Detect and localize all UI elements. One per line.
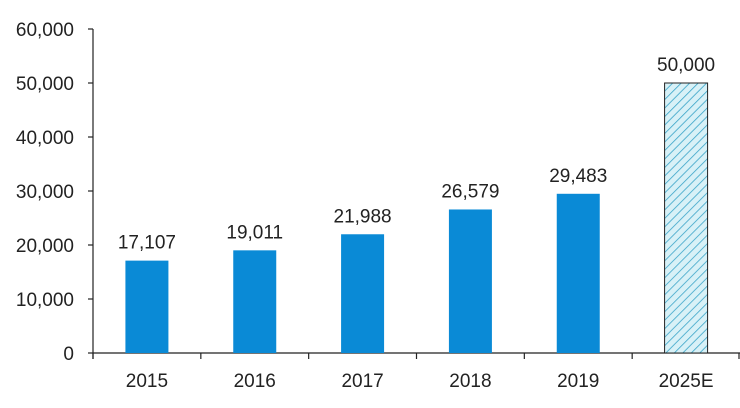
x-tick-label-2017: 2017 — [341, 371, 383, 392]
x-tick-label-2018: 2018 — [449, 371, 491, 392]
y-tick-label: 30,000 — [16, 182, 74, 203]
data-label-2015: 17,107 — [118, 233, 176, 254]
data-label-2019: 29,483 — [549, 166, 607, 187]
bar-estimate-2025e — [664, 82, 709, 354]
y-tick-label: 60,000 — [16, 20, 74, 41]
x-tick-label-2016: 2016 — [234, 371, 276, 392]
data-label-2017: 21,988 — [334, 206, 392, 227]
bar-2018 — [448, 209, 492, 353]
bars — [125, 82, 709, 354]
x-tick-label-2019: 2019 — [557, 371, 599, 392]
y-tick-label: 50,000 — [16, 74, 74, 95]
y-tick-label: 0 — [63, 344, 74, 365]
data-label-2025e: 50,000 — [657, 55, 715, 76]
y-axis: 0 10,000 20,000 30,000 40,000 50,000 60,000 — [16, 20, 94, 365]
x-tick-label-2015: 2015 — [126, 371, 168, 392]
data-label-2018: 26,579 — [441, 181, 499, 202]
data-label-2016: 19,011 — [226, 222, 283, 243]
y-tick-label: 20,000 — [16, 236, 74, 257]
x-axis: 2015 2016 2017 2018 2019 2025E — [92, 352, 740, 392]
bar-2016 — [233, 250, 277, 353]
y-tick-label: 10,000 — [16, 290, 74, 311]
y-tick-label: 40,000 — [16, 128, 74, 149]
x-tick-label-2025e: 2025E — [659, 371, 714, 392]
data-labels: 17,107 19,011 21,988 26,579 29,483 50,000 — [118, 55, 715, 254]
bar-2017 — [341, 234, 385, 353]
bar-2015 — [125, 260, 169, 353]
bar-2019 — [556, 193, 600, 353]
